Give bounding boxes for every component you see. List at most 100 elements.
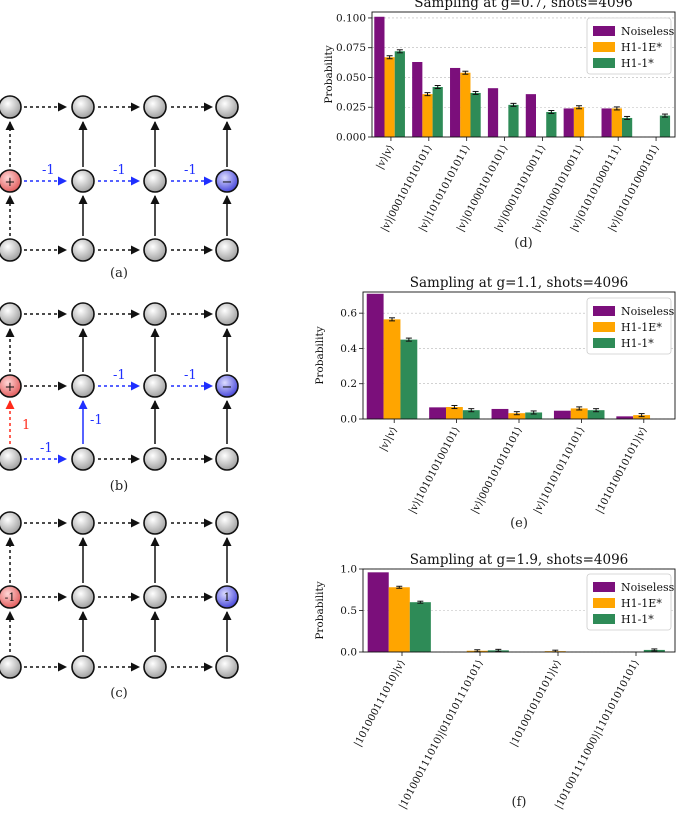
lattice-node [143, 655, 167, 679]
lattice-node [71, 169, 95, 193]
lattice-node [143, 585, 167, 609]
link-label: -1 [90, 413, 103, 428]
x-tick-label: |101001010101⟩|v⟩ [509, 658, 564, 748]
x-tick-label: |v⟩|101010110101⟩ [532, 425, 587, 515]
lattice-node [0, 238, 22, 262]
y-axis-label: Probability [314, 326, 326, 384]
charge-label-left: -1 [5, 591, 16, 604]
lattice-edges-c [5, 518, 232, 672]
lattice-node [71, 655, 95, 679]
bar-noiseless [553, 410, 571, 419]
y-tick-label: 0.0 [340, 647, 357, 659]
legend-label: H1-1E* [621, 41, 662, 54]
bar-h1-1e- [611, 108, 622, 137]
bar-noiseless [374, 16, 385, 138]
legend-swatch [593, 58, 615, 68]
plot-frame [371, 11, 676, 138]
lattice-edges-b [5, 309, 232, 464]
chart-legend: Noiseless H1-1E* H1-1* [586, 573, 675, 631]
legend-label: Noiseless [621, 581, 675, 594]
bar-h1-1e- [422, 94, 433, 137]
lattice-node [143, 511, 167, 535]
chart-caption: (e) [510, 516, 528, 531]
bar-noiseless [366, 293, 384, 419]
link-label: -1 [42, 163, 55, 178]
y-tick-label: 0.000 [336, 132, 366, 144]
link-label: -1 [184, 163, 197, 178]
bar-noiseless [601, 108, 612, 137]
minus-label: − [222, 175, 233, 190]
lattice-nodes-a [0, 95, 239, 262]
legend-swatch [593, 614, 615, 624]
y-tick-label: 0.4 [340, 343, 357, 355]
lattice-node [143, 238, 167, 262]
bar-h1-1e- [570, 408, 588, 419]
chart-caption: (d) [514, 236, 532, 251]
plot-frame [362, 568, 676, 653]
lattice-diagram-a: -1 -1 -1 + − (a) [0, 95, 239, 281]
x-tick-label: |101000111010⟩|010101110101⟩ [397, 658, 485, 811]
bar-h1-1- [432, 87, 443, 137]
plus-charge-node [0, 374, 22, 398]
lattice-node [215, 511, 239, 535]
link-label: -1 [113, 163, 126, 178]
lattice-node [71, 374, 95, 398]
y-tick-label: 0.6 [340, 308, 357, 320]
lattice-node [143, 374, 167, 398]
x-tick-label: |101010010101⟩|v⟩ [594, 425, 649, 515]
chart-title: Sampling at g=1.1, shots=4096 [410, 275, 629, 291]
lattice-node [215, 238, 239, 262]
chart-title: Sampling at g=0.7, shots=4096 [414, 0, 633, 11]
legend-label: H1-1* [621, 57, 654, 70]
bar-h1-1- [462, 410, 480, 419]
chart-legend: Noiseless H1-1E* H1-1* [586, 17, 675, 75]
bar-h1-1e- [384, 57, 395, 137]
bar-noiseless [487, 88, 499, 137]
minus-charge-node [215, 169, 239, 193]
bar-h1-1- [546, 112, 557, 137]
y-tick-label: 0.0 [340, 414, 357, 426]
lattice-node [215, 447, 239, 471]
bar-h1-1- [470, 92, 481, 137]
lattice-node [143, 447, 167, 471]
legend-label: H1-1E* [621, 597, 662, 610]
lattice-node [71, 447, 95, 471]
bar-h1-1e- [573, 107, 585, 137]
plus-label: + [5, 380, 16, 395]
legend-swatch [593, 322, 615, 332]
charge-label-right: 1 [224, 591, 231, 604]
bar-h1-1- [409, 602, 431, 652]
link-label: -1 [40, 441, 53, 456]
bar-h1-1e- [445, 407, 463, 419]
bar-chart-d: Sampling at g=0.7, shots=4096 Probability… [323, 0, 676, 251]
y-tick-label: 0.5 [340, 605, 357, 617]
legend-swatch [593, 598, 615, 608]
caption-a: (a) [110, 266, 128, 281]
link-label: -1 [113, 368, 126, 383]
lattice-diagram-b: -1 -1 -1 -1 1 + − (b) [0, 302, 239, 494]
bar-h1-1e- [388, 587, 410, 652]
lattice-node [71, 302, 95, 326]
lattice-node [215, 302, 239, 326]
y-axis-label: Probability [314, 581, 326, 639]
lattice-nodes-b [0, 302, 239, 471]
chart-legend: Noiseless H1-1E* H1-1* [586, 297, 675, 355]
legend-swatch [593, 42, 615, 52]
bar-h1-1- [525, 412, 543, 419]
bar-h1-1e- [383, 319, 401, 419]
minus-label: − [222, 380, 233, 395]
minus-charge-node [215, 374, 239, 398]
y-axis-label: Probability [323, 45, 335, 103]
lattice-node [0, 655, 22, 679]
y-tick-label: 0.050 [336, 72, 366, 84]
bar-h1-1- [587, 410, 605, 419]
lattice-diagram-c: -1 1 (c) [0, 511, 239, 701]
legend-swatch [593, 26, 615, 36]
lattice-node [71, 238, 95, 262]
lattice-node [215, 95, 239, 119]
plus-label: + [5, 175, 16, 190]
lattice-node [71, 511, 95, 535]
chart-caption: (f) [512, 795, 527, 810]
lattice-node [0, 511, 22, 535]
